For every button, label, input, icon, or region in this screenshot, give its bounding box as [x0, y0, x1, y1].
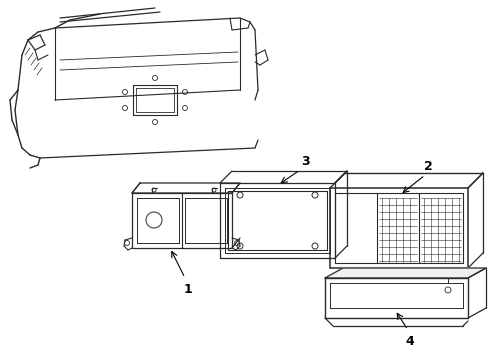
Text: 2: 2 [424, 160, 432, 173]
Text: 4: 4 [406, 335, 415, 348]
Text: 3: 3 [301, 155, 309, 168]
Polygon shape [325, 268, 486, 278]
Text: 1: 1 [184, 283, 193, 296]
